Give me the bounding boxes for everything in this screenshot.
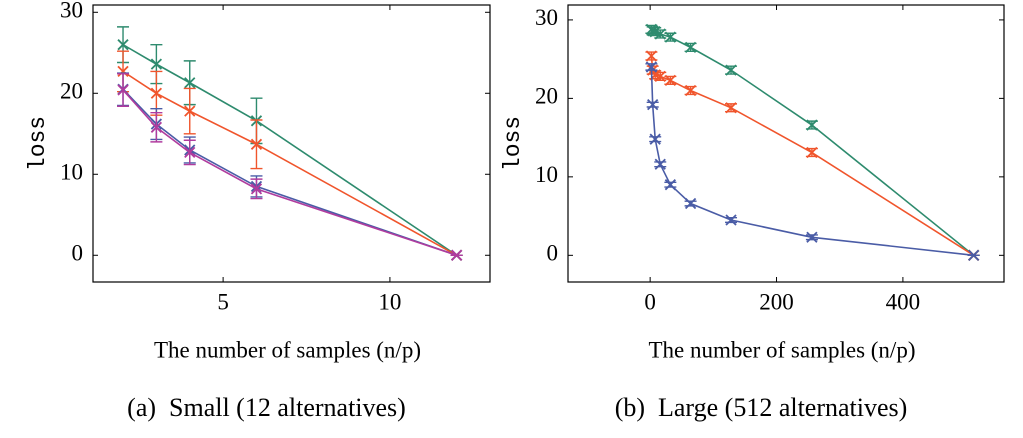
y-tick-label: 20 <box>60 79 83 104</box>
marker <box>684 41 697 54</box>
series-line <box>650 28 975 256</box>
x-axis-label: The number of samples (n/p) <box>154 337 421 362</box>
caption: (b) Large (512 alternatives) <box>615 393 908 422</box>
marker <box>664 74 677 86</box>
x-tick-label: 10 <box>378 289 401 314</box>
series-line <box>122 89 457 257</box>
marker <box>684 84 697 97</box>
marker <box>647 99 659 111</box>
marker <box>184 105 196 117</box>
marker <box>184 77 196 89</box>
series-line <box>122 43 458 256</box>
marker <box>806 119 818 131</box>
marker <box>806 231 818 243</box>
marker <box>684 197 697 210</box>
marker <box>649 133 661 145</box>
plot-frame <box>92 4 491 283</box>
marker <box>654 70 666 83</box>
y-axis-label: loss <box>500 116 526 171</box>
marker <box>654 28 666 40</box>
plot-frame <box>567 4 1005 283</box>
x-tick-label: 200 <box>759 289 794 314</box>
x-axis-label: The number of samples (n/p) <box>649 337 916 362</box>
marker <box>250 138 263 150</box>
marker <box>150 87 163 99</box>
x-tick-label: 400 <box>886 289 921 314</box>
y-tick-label: 10 <box>60 160 83 185</box>
y-tick-label: 30 <box>535 5 558 30</box>
marker <box>117 65 129 78</box>
x-tick-label: 0 <box>644 289 656 314</box>
marker <box>117 39 129 51</box>
marker <box>451 249 463 261</box>
marker <box>725 64 737 76</box>
x-tick-label: 5 <box>217 289 229 314</box>
marker <box>117 84 129 96</box>
series-line <box>122 88 457 257</box>
marker <box>645 50 658 62</box>
marker <box>184 146 196 159</box>
marker <box>725 214 737 226</box>
series-line <box>122 70 458 256</box>
y-tick-label: 0 <box>547 241 559 266</box>
y-tick-label: 0 <box>72 241 84 266</box>
y-axis-label: loss <box>25 116 51 171</box>
y-tick-label: 10 <box>535 162 558 187</box>
marker <box>664 179 677 191</box>
caption: (a) Small (12 alternatives) <box>127 393 406 422</box>
marker <box>150 58 163 70</box>
y-tick-label: 30 <box>60 0 83 23</box>
marker <box>664 31 677 43</box>
marker <box>645 61 658 73</box>
y-tick-label: 20 <box>535 84 558 109</box>
marker <box>968 249 980 261</box>
marker <box>150 121 163 133</box>
marker <box>806 146 818 159</box>
marker <box>250 183 263 195</box>
marker <box>654 158 666 170</box>
marker <box>725 102 737 114</box>
